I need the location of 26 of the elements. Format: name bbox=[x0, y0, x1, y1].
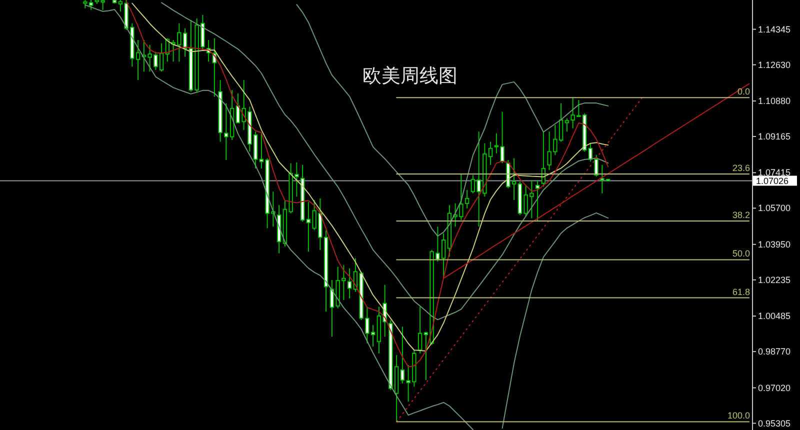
y-tick-label: 1.00485 bbox=[758, 311, 791, 322]
candlestick bbox=[418, 306, 422, 354]
line-series bbox=[296, 4, 609, 237]
y-tick-label: 1.10880 bbox=[758, 96, 791, 106]
candlestick bbox=[347, 268, 352, 299]
text: 欧美周线图 bbox=[362, 65, 458, 87]
series-label: 23.6 bbox=[732, 163, 750, 174]
series-label: 38.2 bbox=[732, 210, 750, 220]
y-tick-label: 0.97020 bbox=[758, 382, 791, 393]
y-tick-label: 1.09165 bbox=[758, 131, 791, 142]
ref-line-label: 1.07026 bbox=[756, 176, 789, 186]
y-tick-label: 1.14345 bbox=[758, 24, 791, 34]
candlestick bbox=[535, 180, 540, 222]
y-tick-label: 1.05700 bbox=[758, 203, 791, 214]
y-tick-label: 0.95305 bbox=[758, 418, 791, 428]
series-label: 61.8 bbox=[732, 286, 750, 297]
line-series bbox=[396, 96, 644, 422]
y-tick-label: 1.02235 bbox=[758, 274, 791, 285]
y-tick-label: 1.03950 bbox=[758, 239, 791, 250]
candlestick bbox=[400, 326, 405, 384]
series-label: 50.0 bbox=[732, 248, 750, 259]
series-label: 100.0 bbox=[728, 410, 750, 421]
y-tick-label: 1.07415 bbox=[758, 168, 791, 178]
series-label: 0.0 bbox=[738, 86, 750, 97]
y-tick-label: 0.98770 bbox=[758, 346, 791, 357]
y-tick-label: 1.12630 bbox=[758, 60, 791, 70]
